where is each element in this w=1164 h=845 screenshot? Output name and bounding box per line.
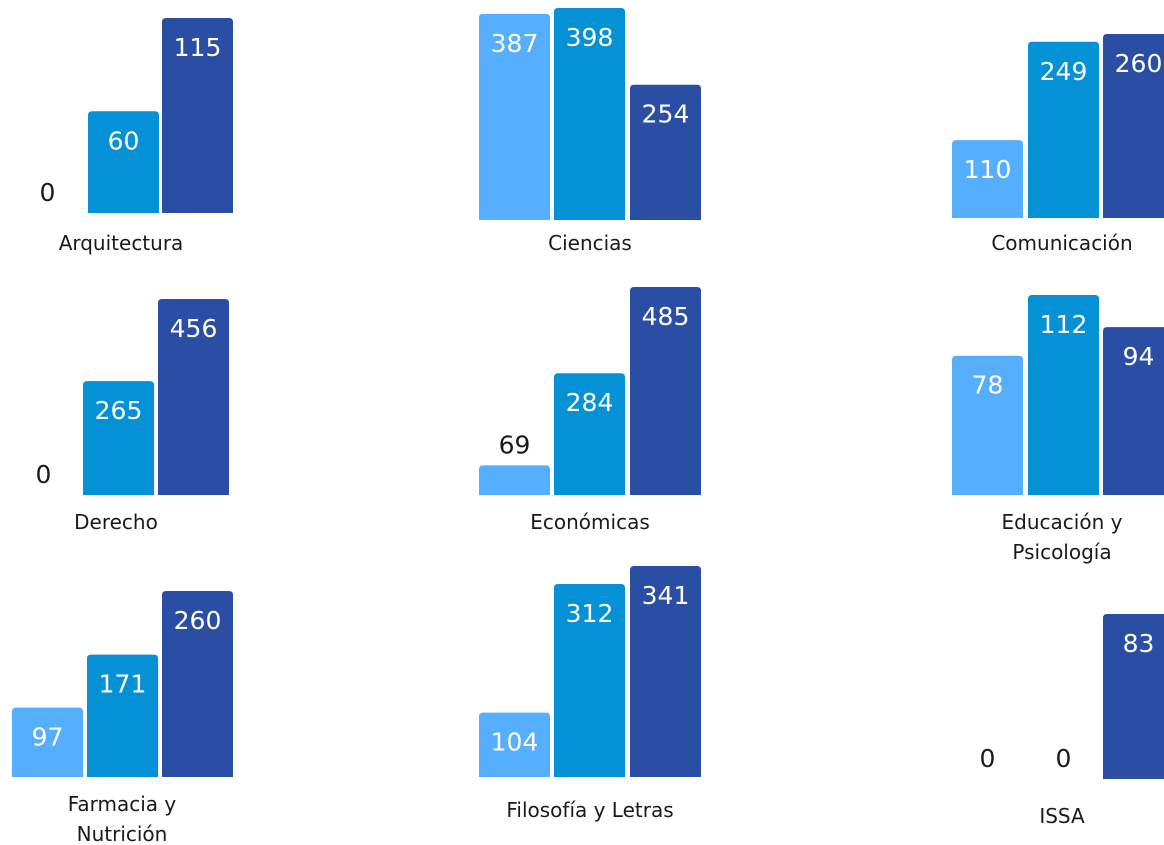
category-label-0: Arquitectura [59, 231, 184, 255]
bar-7-0 [479, 712, 550, 777]
data-label-6-1: 171 [99, 670, 147, 699]
data-label-1-1: 398 [566, 23, 614, 52]
bar-1-0 [479, 13, 550, 220]
category-label-7: Filosofía y Letras [506, 798, 673, 822]
data-label-7-2: 341 [642, 581, 690, 610]
data-label-5-0: 78 [972, 371, 1004, 400]
data-label-7-1: 312 [566, 599, 614, 628]
bar-6-2 [162, 591, 233, 777]
category-label-8: ISSA [1039, 804, 1085, 828]
category-label-5: Educación y Psicología [1002, 510, 1123, 564]
data-label-5-1: 112 [1040, 310, 1088, 339]
panel-2: 110 249 260 Comunicación [952, 34, 1164, 255]
data-label-7-0: 104 [491, 728, 539, 757]
data-label-5-2: 94 [1123, 342, 1155, 371]
data-label-3-1: 265 [95, 396, 143, 425]
panel-3: 0 265 456 Derecho [36, 299, 229, 534]
category-label-3: Derecho [74, 510, 158, 534]
bar-0-1 [88, 111, 159, 213]
bar-5-1 [1028, 295, 1099, 495]
panel-1: 387 398 254 Ciencias [479, 8, 701, 255]
bar-2-1 [1028, 41, 1099, 219]
data-label-8-0: 0 [980, 744, 996, 773]
bar-2-2 [1103, 34, 1164, 218]
category-label-1: Ciencias [548, 231, 632, 255]
panel-7: 104 312 341 Filosofía y Letras [479, 566, 701, 822]
panel-8: 0 0 83 ISSA [980, 614, 1164, 828]
data-label-2-2: 260 [1115, 49, 1163, 78]
bar-4-0 [479, 465, 550, 495]
bar-1-2 [630, 84, 701, 220]
data-label-4-2: 485 [642, 302, 690, 331]
panel-5: 78 112 94 Educación y Psicología [952, 295, 1164, 564]
data-label-0-1: 60 [108, 126, 140, 155]
data-label-8-1: 0 [1056, 744, 1072, 773]
data-label-0-0: 0 [40, 178, 56, 207]
data-label-1-0: 387 [491, 29, 539, 58]
data-label-6-0: 97 [32, 723, 64, 752]
category-label-6: Farmacia y Nutrición [68, 792, 177, 845]
data-label-0-2: 115 [174, 33, 222, 62]
bar-4-2 [630, 287, 701, 495]
bar-4-1 [554, 373, 625, 495]
data-label-2-1: 249 [1040, 57, 1088, 86]
data-label-3-2: 456 [170, 314, 218, 343]
data-label-8-2: 83 [1123, 629, 1155, 658]
bar-7-2 [630, 566, 701, 777]
bar-8-2 [1103, 614, 1164, 779]
bar-6-0 [12, 707, 83, 777]
category-label-2: Comunicación [991, 231, 1132, 255]
panel-0: 0 60 115 Arquitectura [40, 18, 233, 255]
bar-1-1 [554, 8, 625, 220]
bar-7-1 [554, 583, 625, 777]
bar-5-2 [1103, 327, 1164, 495]
data-label-6-2: 260 [174, 606, 222, 635]
panel-6: 97 171 260 Farmacia y Nutrición [12, 591, 233, 845]
data-label-3-0: 0 [36, 460, 52, 489]
category-label-4: Económicas [530, 510, 650, 534]
panel-4: 69 284 485 Económicas [479, 287, 701, 534]
data-label-1-2: 254 [642, 100, 690, 129]
bar-5-0 [952, 355, 1023, 495]
bar-0-2 [162, 18, 233, 213]
data-label-4-1: 284 [566, 388, 614, 417]
bar-2-0 [952, 140, 1023, 218]
data-label-2-0: 110 [964, 155, 1012, 184]
bar-3-1 [83, 381, 154, 495]
bar-6-1 [87, 654, 158, 777]
data-label-4-0: 69 [499, 430, 531, 459]
bar-3-2 [158, 299, 229, 495]
